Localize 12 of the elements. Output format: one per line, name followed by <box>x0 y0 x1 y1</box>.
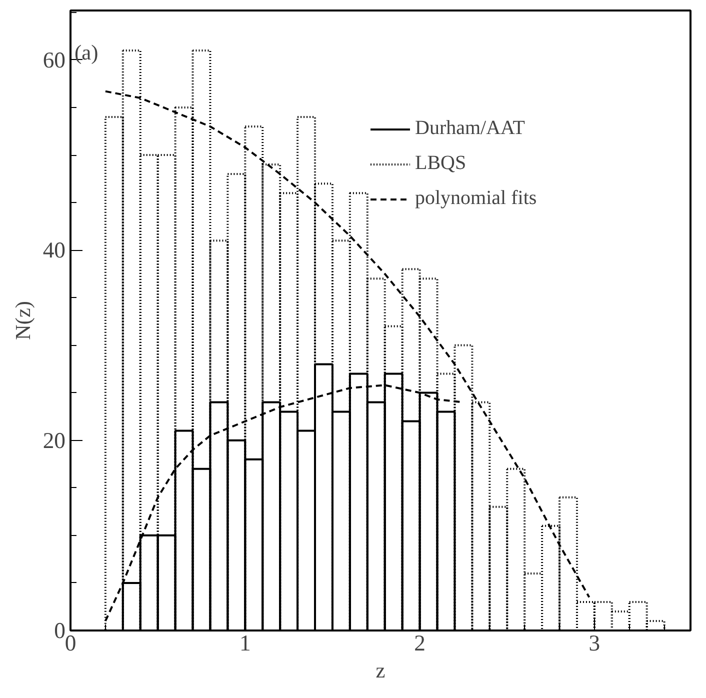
y-tick-label: 60 <box>42 47 66 72</box>
y-tick-label: 20 <box>42 428 66 453</box>
legend-label: polynomial fits <box>415 187 537 210</box>
y-tick-label: 40 <box>42 238 66 263</box>
x-tick-label: 1 <box>239 630 251 656</box>
x-tick-label: 3 <box>588 630 600 656</box>
x-tick-label: 2 <box>414 630 426 656</box>
legend-label: LBQS <box>415 152 466 175</box>
y-axis-title: N(z) <box>10 300 35 340</box>
legend-label: Durham/AAT <box>415 117 525 140</box>
x-axis-title: z <box>376 658 386 682</box>
annotation: (a) <box>74 40 98 64</box>
